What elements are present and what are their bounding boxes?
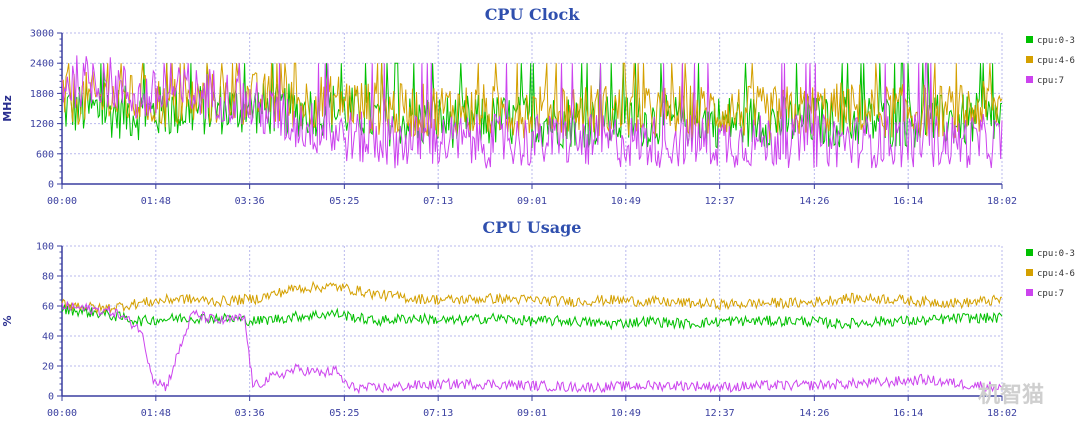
legend-label: cpu:4-6 bbox=[1037, 269, 1075, 279]
legend-label: cpu:7 bbox=[1037, 289, 1064, 299]
x-tick-label: 05:25 bbox=[329, 408, 359, 419]
x-tick-label: 12:37 bbox=[705, 196, 735, 207]
x-tick-label: 01:48 bbox=[141, 408, 171, 419]
series-line-cpu-7 bbox=[61, 55, 1003, 169]
legend-label: cpu:0-3 bbox=[1037, 249, 1075, 259]
x-tick-label: 00:00 bbox=[47, 408, 77, 419]
x-tick-label: 18:02 bbox=[987, 408, 1017, 419]
x-tick-label: 12:37 bbox=[705, 408, 735, 419]
legend-swatch bbox=[1026, 249, 1033, 256]
y-tick-label: 60 bbox=[42, 302, 54, 313]
legend-swatch bbox=[1026, 56, 1033, 63]
x-tick-label: 16:14 bbox=[893, 196, 923, 207]
legend-swatch bbox=[1026, 289, 1033, 296]
legend-swatch bbox=[1026, 76, 1033, 83]
y-tick-label: 1800 bbox=[30, 89, 54, 100]
legend-label: cpu:0-3 bbox=[1037, 36, 1075, 46]
y-tick-label: 0 bbox=[48, 180, 54, 191]
x-tick-label: 07:13 bbox=[423, 196, 453, 207]
x-tick-label: 03:36 bbox=[235, 196, 265, 207]
y-tick-label: 40 bbox=[42, 332, 54, 343]
series-line-cpu-7 bbox=[61, 301, 1003, 395]
series-line-cpu-4-6 bbox=[61, 280, 1003, 315]
y-tick-label: 0 bbox=[48, 392, 54, 403]
x-tick-label: 03:36 bbox=[235, 408, 265, 419]
chart-title: CPU Usage bbox=[483, 218, 582, 237]
series-line-cpu-0-3 bbox=[61, 304, 1003, 331]
x-tick-label: 18:02 bbox=[987, 196, 1017, 207]
x-tick-label: 10:49 bbox=[611, 196, 641, 207]
y-axis-label: MHz bbox=[1, 95, 14, 122]
y-tick-label: 3000 bbox=[30, 29, 54, 40]
y-tick-label: 20 bbox=[42, 362, 54, 373]
legend-swatch bbox=[1026, 269, 1033, 276]
chart-0: CPU Clock MHz 0 600 1200 1800 2400 3000 00:00 01:… bbox=[1, 5, 1075, 207]
chart-title: CPU Clock bbox=[485, 5, 581, 24]
x-tick-label: 10:49 bbox=[611, 408, 641, 419]
x-tick-label: 09:01 bbox=[517, 196, 547, 207]
x-tick-label: 07:13 bbox=[423, 408, 453, 419]
y-tick-label: 1200 bbox=[30, 119, 54, 130]
y-tick-label: 100 bbox=[36, 242, 54, 253]
x-tick-label: 09:01 bbox=[517, 408, 547, 419]
legend-label: cpu:7 bbox=[1037, 76, 1064, 86]
watermark-text: 机智猫 bbox=[978, 382, 1044, 408]
y-tick-label: 600 bbox=[36, 149, 54, 160]
x-tick-label: 00:00 bbox=[47, 196, 77, 207]
series-line-cpu-0-3 bbox=[61, 62, 1002, 150]
x-tick-label: 14:26 bbox=[799, 408, 829, 419]
x-tick-label: 05:25 bbox=[329, 196, 359, 207]
x-tick-label: 16:14 bbox=[893, 408, 923, 419]
x-tick-label: 14:26 bbox=[799, 196, 829, 207]
chart-1: CPU Usage% 0 20 40 60 80 100 00:00 01:48 03:36 05:… bbox=[1, 218, 1075, 419]
y-axis-label: % bbox=[1, 315, 14, 326]
y-tick-label: 80 bbox=[42, 272, 54, 283]
y-tick-label: 2400 bbox=[30, 59, 54, 70]
legend-swatch bbox=[1026, 36, 1033, 43]
legend-label: cpu:4-6 bbox=[1037, 56, 1075, 66]
x-tick-label: 01:48 bbox=[141, 196, 171, 207]
